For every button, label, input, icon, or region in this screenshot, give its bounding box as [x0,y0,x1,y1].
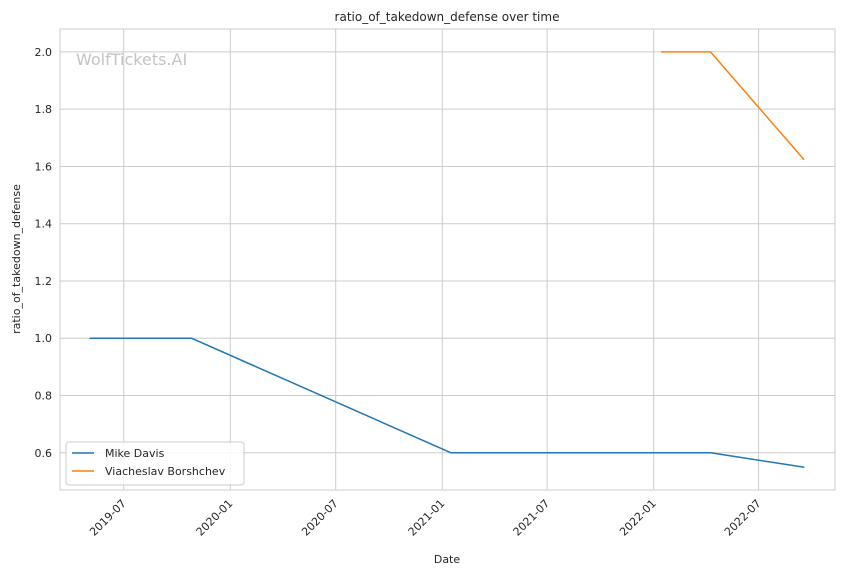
legend-label-viacheslav-borshchev: Viacheslav Borshchev [105,465,226,478]
legend: Mike Davis Viacheslav Borshchev [65,441,245,486]
chart-title: ratio_of_takedown_defense over time [335,10,560,24]
legend-label-mike-davis: Mike Davis [105,447,165,460]
y-tick-label: 0.6 [35,447,53,460]
watermark-text: WolfTickets.AI [76,50,187,69]
y-tick-label: 1.6 [35,160,53,173]
x-axis-label: Date [434,553,461,566]
legend-box [65,441,245,486]
series-line-viacheslav-borshchev [661,51,805,161]
grid-lines [60,29,835,490]
y-tick-label: 0.8 [35,390,53,403]
y-tick-label: 1.8 [35,103,53,116]
y-tick-label: 1.2 [35,275,53,288]
series-line-mike-davis [89,337,805,468]
x-tick-label: 2021-07 [511,497,553,539]
x-tick-label: 2020-01 [194,497,236,539]
x-tick-label: 2022-07 [722,497,764,539]
y-tick-label: 2.0 [35,46,53,59]
y-tick-label: 1.4 [35,218,53,231]
x-tick-label: 2022-01 [617,497,659,539]
y-axis-label: ratio_of_takedown_defense [10,184,23,334]
x-tick-label: 2019-07 [87,497,129,539]
x-tick-label: 2021-01 [406,497,448,539]
y-tick-label: 1.0 [35,332,53,345]
x-tick-label: 2020-07 [299,497,341,539]
plot-frame [59,28,836,491]
series-lines [89,51,805,468]
